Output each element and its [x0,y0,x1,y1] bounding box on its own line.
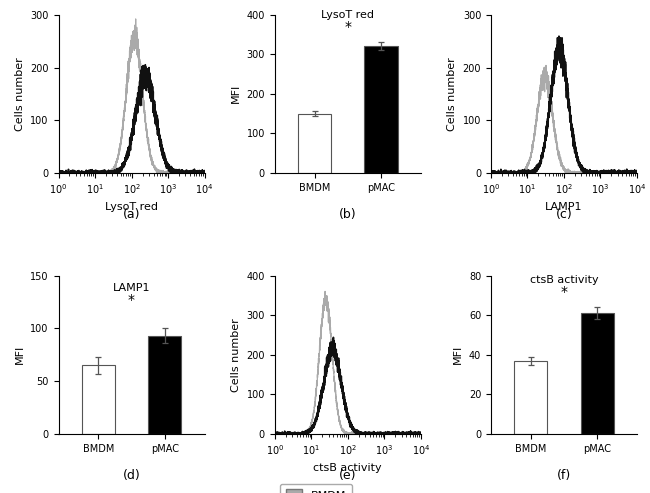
Bar [514,361,547,434]
Text: (a): (a) [123,208,140,221]
Text: *: * [344,20,351,34]
Text: (e): (e) [339,469,356,482]
Text: *: * [128,293,135,307]
Text: (c): (c) [556,208,573,221]
Bar [148,336,181,434]
Bar [365,46,398,173]
Text: ctsB activity: ctsB activity [530,275,598,285]
Y-axis label: Cells number: Cells number [15,57,25,131]
Legend: BMDM, pMAC: BMDM, pMAC [280,484,352,493]
Text: (b): (b) [339,208,357,221]
X-axis label: ctsB activity: ctsB activity [313,463,382,473]
Text: (d): (d) [123,469,140,482]
X-axis label: LAMP1: LAMP1 [545,202,582,212]
Y-axis label: Cells number: Cells number [231,318,241,391]
Y-axis label: MFI: MFI [231,84,241,104]
Bar [298,113,331,173]
X-axis label: LysoT red: LysoT red [105,202,158,212]
Y-axis label: Cells number: Cells number [447,57,457,131]
Text: (f): (f) [557,469,571,482]
Bar [580,313,614,434]
Text: LAMP1: LAMP1 [113,283,150,293]
Y-axis label: MFI: MFI [15,345,25,364]
Bar [82,365,115,434]
Text: *: * [560,285,567,299]
Y-axis label: MFI: MFI [453,345,463,364]
Text: LysoT red: LysoT red [321,9,374,20]
